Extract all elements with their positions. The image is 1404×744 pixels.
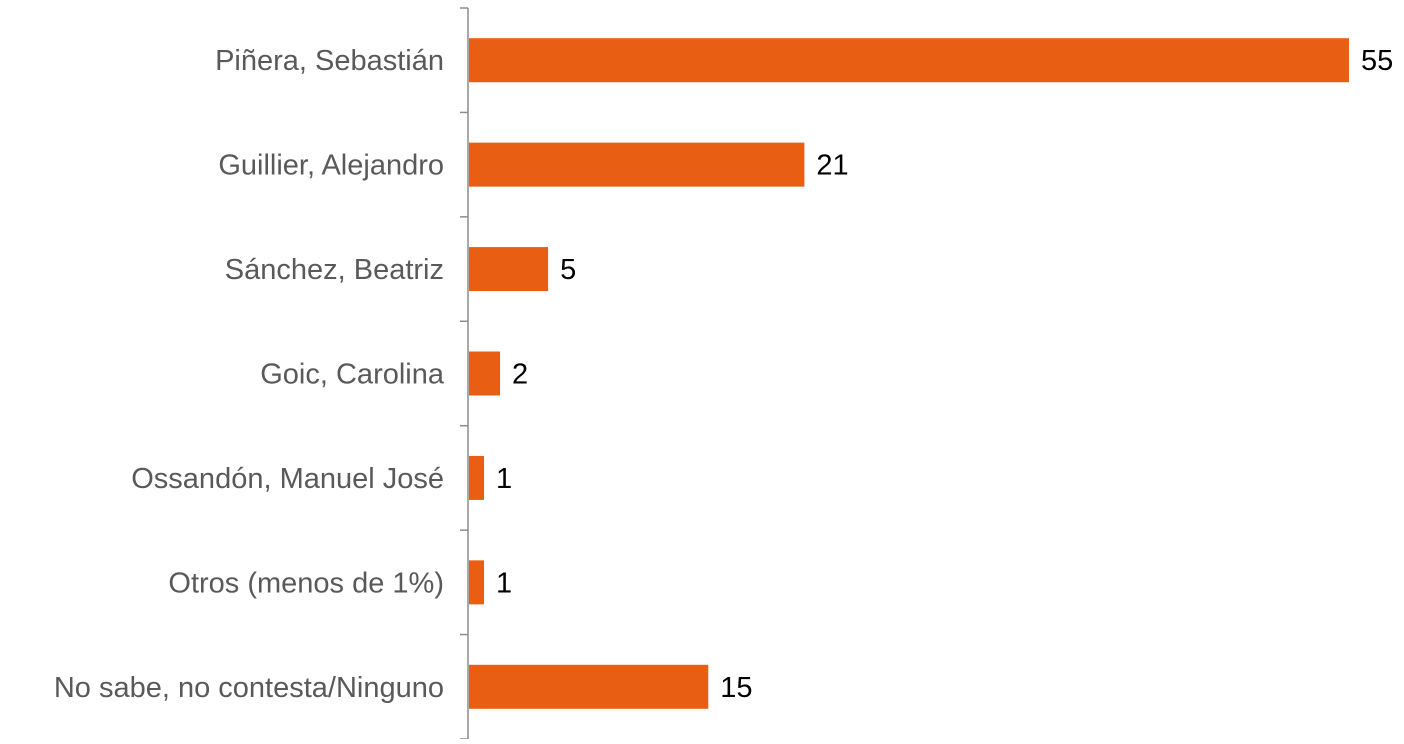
category-label: Piñera, Sebastián [215, 45, 444, 77]
category-label: Guillier, Alejandro [218, 150, 444, 182]
bar [469, 560, 485, 605]
bar [469, 247, 549, 292]
bar [469, 455, 485, 500]
category-labels: Piñera, Sebastián Guillier, Alejandro Sánc… [54, 45, 445, 704]
category-label: Sánchez, Beatriz [225, 254, 444, 286]
value-label: 55 [1361, 45, 1393, 77]
value-label: 21 [816, 150, 848, 182]
category-label: Otros (menos de 1%) [168, 567, 444, 599]
value-label: 2 [512, 359, 528, 391]
value-label: 1 [496, 463, 512, 495]
category-label: Goic, Carolina [260, 359, 445, 391]
bar [469, 664, 709, 709]
category-label: No sabe, no contesta/Ninguno [54, 672, 444, 704]
category-axis [460, 7, 469, 740]
bar [469, 38, 1349, 83]
bar [469, 351, 501, 396]
value-label: 15 [720, 672, 752, 704]
category-label: Ossandón, Manuel José [131, 463, 444, 495]
value-label: 1 [496, 567, 512, 599]
bars-layer [469, 38, 1349, 709]
value-label: 5 [560, 254, 576, 286]
bar [469, 142, 805, 187]
